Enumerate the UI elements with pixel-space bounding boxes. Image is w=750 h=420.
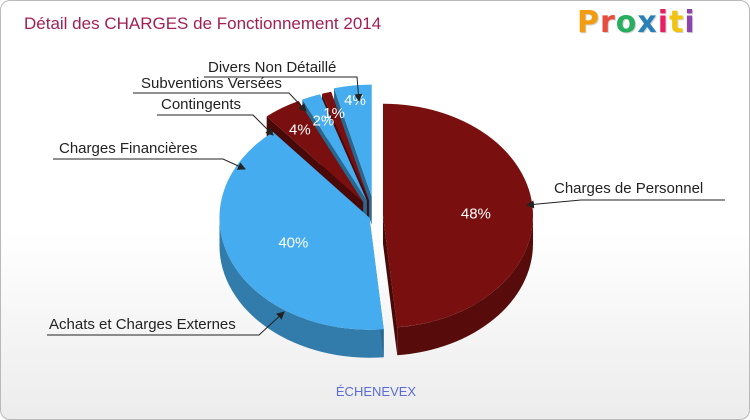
commune-name: ÉCHENEVEX <box>335 384 417 399</box>
proxiti-logo[interactable]: Proxiti <box>577 5 696 40</box>
slice-wall <box>382 215 398 356</box>
logo-letter: P <box>577 5 600 40</box>
percent-label: 40% <box>278 235 308 252</box>
logo-letter: x <box>637 5 658 40</box>
slice-side <box>397 215 533 356</box>
category-label: Contingents <box>161 96 241 113</box>
slice-top <box>219 131 384 330</box>
slice-top <box>334 84 372 197</box>
chart-title: Détail des CHARGES de Fonctionnement 201… <box>24 14 382 33</box>
slice-side <box>219 217 384 358</box>
logo-letter: i <box>657 5 670 40</box>
slice-top <box>382 103 533 328</box>
percent-label: 2% <box>312 113 334 130</box>
logo-letter: o <box>615 5 638 40</box>
percent-label: 1% <box>323 105 345 122</box>
category-label: Charges de Personnel <box>554 180 703 197</box>
category-label: Subventions Versées <box>141 75 282 92</box>
slice-top <box>302 94 367 201</box>
slice-top <box>266 100 364 203</box>
slice-top <box>321 91 369 201</box>
leader-line <box>157 114 274 136</box>
category-label: Divers Non Détaillé <box>208 59 336 76</box>
leader-line <box>526 199 725 209</box>
leader-line <box>204 76 363 102</box>
percent-label: 4% <box>344 92 366 109</box>
pie-slice-charges-de-personnel[interactable] <box>382 103 533 356</box>
leader-line <box>133 92 307 112</box>
leader-line <box>47 311 285 336</box>
pie-slice-achats-et-charges-externes[interactable] <box>219 131 384 358</box>
logo-letter: i <box>684 5 696 40</box>
category-label: Charges Financières <box>59 140 197 157</box>
percent-label: 4% <box>289 122 311 139</box>
percent-label: 48% <box>461 205 491 222</box>
logo-letter: r <box>600 5 616 40</box>
logo-letter: t <box>669 5 685 40</box>
category-label: Achats et Charges Externes <box>49 316 236 333</box>
leader-line <box>53 158 246 170</box>
